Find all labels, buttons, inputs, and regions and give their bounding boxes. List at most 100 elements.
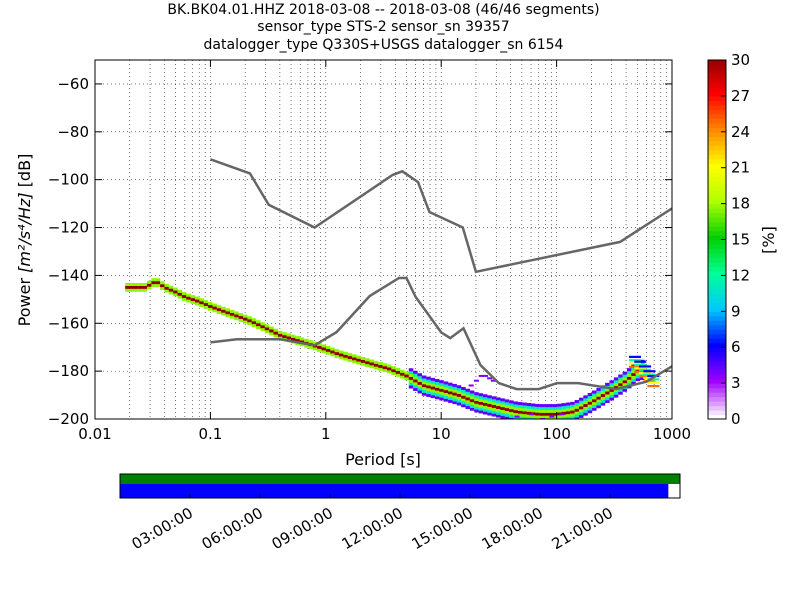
psd-bin — [151, 281, 156, 285]
psd-bin — [487, 398, 492, 402]
psd-bin — [596, 387, 601, 391]
psd-bin — [522, 414, 527, 418]
psd-tail-bin — [634, 363, 647, 367]
psd-bin — [142, 282, 148, 286]
psd-bin — [290, 334, 296, 338]
time-tick-label: 03:00:00 — [129, 504, 196, 553]
colorbar-segment — [708, 95, 726, 101]
psd-bin — [164, 289, 169, 293]
colorbar-segment — [708, 315, 726, 321]
psd-bin — [212, 309, 217, 313]
psd-bin — [526, 414, 532, 418]
chart-title-line-3: datalogger_type Q330S+USGS datalogger_sn… — [203, 37, 564, 53]
psd-bin — [596, 402, 601, 406]
psd-bin — [513, 401, 519, 405]
psd-bin — [439, 380, 444, 384]
x-tick-label: 0.1 — [198, 425, 222, 443]
psd-bin — [269, 332, 274, 336]
colorbar-tick-label: 18 — [731, 195, 750, 213]
psd-bin — [496, 400, 501, 404]
used-segments-bar — [120, 484, 669, 498]
psd-tail-bin — [628, 365, 641, 369]
psd-bin — [456, 399, 462, 403]
psd-bin — [487, 401, 492, 405]
psd-bin — [513, 404, 519, 408]
psd-bin — [325, 351, 331, 355]
psd-bin — [491, 402, 497, 406]
psd-bin — [600, 391, 606, 395]
psd-bin — [247, 319, 252, 323]
psd-bin — [430, 383, 436, 387]
psd-bin — [640, 376, 645, 380]
psd-bin — [369, 362, 375, 366]
psd-bin — [474, 409, 479, 413]
psd-bin — [487, 409, 492, 413]
psd-bin — [181, 294, 187, 298]
psd-bin — [535, 412, 540, 416]
time-tick-label: 18:00:00 — [479, 504, 546, 553]
psd-bin — [448, 394, 453, 398]
psd-bin — [626, 373, 632, 377]
psd-bin — [570, 407, 575, 411]
psd-outlier-bin — [483, 374, 489, 377]
psd-bin — [277, 330, 283, 334]
psd-bin — [539, 412, 545, 416]
psd-bin — [622, 380, 628, 384]
colorbar-segment — [708, 239, 726, 245]
psd-bin — [609, 394, 614, 398]
colorbar-segment — [708, 82, 726, 88]
psd-bin — [395, 368, 401, 372]
psd-bin — [574, 400, 580, 404]
psd-bin — [578, 409, 584, 413]
y-axis-label-prefix: Power — [15, 273, 34, 326]
colorbar-segment — [708, 230, 726, 236]
psd-bin — [469, 399, 475, 403]
psd-tail-bin — [643, 376, 656, 380]
psd-bin — [317, 345, 322, 349]
psd-bin — [421, 381, 427, 385]
psd-bin — [426, 385, 431, 389]
psd-bin — [517, 402, 523, 406]
psd-bin — [221, 312, 226, 316]
psd-bin — [565, 408, 571, 412]
psd-bin — [605, 397, 610, 401]
psd-bin — [269, 329, 274, 333]
psd-bin — [535, 421, 540, 424]
colorbar-segment — [708, 190, 726, 196]
x-tick-label: 1000 — [653, 425, 691, 443]
psd-bin — [570, 410, 575, 414]
colorbar-segment — [708, 293, 726, 299]
psd-bin — [469, 396, 475, 400]
psd-bin — [125, 282, 130, 286]
psd-bin — [478, 393, 484, 397]
psd-bin — [456, 390, 462, 394]
psd-bin — [365, 358, 370, 362]
psd-bin — [456, 393, 462, 397]
psd-bin — [574, 417, 580, 419]
psd-bin — [434, 396, 440, 400]
psd-bin — [587, 395, 593, 399]
psd-bin — [526, 403, 532, 407]
psd-bin — [378, 364, 383, 368]
psd-bin — [334, 352, 340, 356]
colorbar-segment — [708, 302, 726, 308]
psd-bin — [574, 414, 580, 418]
psd-bin — [330, 353, 335, 357]
time-tick-label: 15:00:00 — [409, 504, 476, 553]
psd-bin — [325, 348, 331, 352]
psd-bin — [517, 413, 523, 417]
psd-bin — [264, 327, 270, 331]
time-tick-label: 06:00:00 — [199, 504, 266, 553]
psd-bin — [129, 288, 135, 292]
psd-bin — [229, 309, 235, 313]
psd-bin — [592, 396, 597, 400]
psd-bin — [635, 378, 641, 382]
psd-bin — [583, 395, 588, 399]
psd-bin — [469, 404, 475, 408]
colorbar-segment — [708, 199, 726, 205]
psd-bin — [504, 410, 510, 414]
psd-bin — [352, 360, 357, 364]
psd-bin — [408, 385, 414, 389]
psd-bin — [509, 411, 514, 415]
psd-bin — [496, 405, 501, 409]
